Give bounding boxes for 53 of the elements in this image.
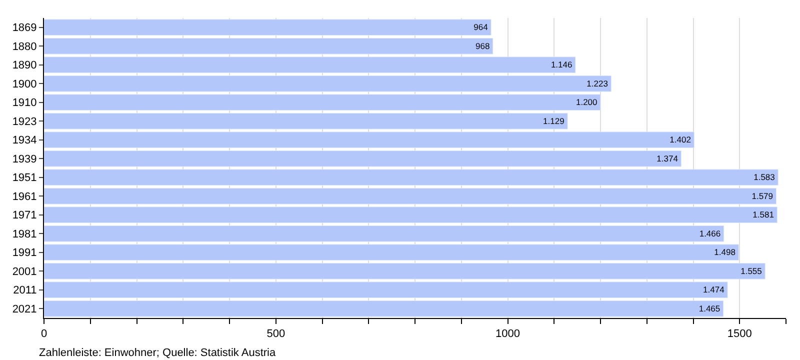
bar <box>44 56 576 74</box>
bar <box>44 75 612 92</box>
data-label: 1.466 <box>699 228 721 238</box>
data-label: 1.223 <box>586 78 608 88</box>
data-label: 1.498 <box>714 247 736 258</box>
y-tick-label: 1923 <box>12 116 37 128</box>
bar <box>44 169 778 186</box>
bar <box>44 150 682 167</box>
data-label: 1.474 <box>703 284 725 295</box>
data-label: 1.581 <box>752 210 774 220</box>
bar <box>44 94 601 111</box>
bar <box>44 38 494 54</box>
y-tick-label: 1951 <box>12 172 37 184</box>
y-tick-label: 1991 <box>12 247 37 260</box>
bar <box>44 112 568 130</box>
y-tick-label: 2001 <box>12 266 37 278</box>
y-tick-label: 1890 <box>12 60 37 72</box>
y-tick-label: 1961 <box>12 190 37 203</box>
y-tick-label: 1869 <box>12 22 37 34</box>
bar <box>44 188 777 204</box>
bar <box>44 282 728 298</box>
y-tick-label: 2011 <box>13 284 37 297</box>
data-label: 1.200 <box>576 97 598 108</box>
bar <box>44 244 739 261</box>
data-label: 1.129 <box>543 116 565 126</box>
x-tick-label: 0 <box>40 328 48 340</box>
data-label: 1.402 <box>670 134 692 145</box>
bar <box>44 225 724 242</box>
bar <box>44 19 492 36</box>
text: Zahlenleiste: Einwohner; Quelle: Statistik Austria <box>39 347 276 359</box>
y-tick-label: 1880 <box>12 40 37 53</box>
data-label: 1.465 <box>698 303 720 314</box>
x-tick-label: 500 <box>266 328 286 340</box>
bar <box>44 206 778 224</box>
y-tick-label: 1939 <box>12 153 37 166</box>
data-label: 968 <box>475 40 490 51</box>
y-tick-label: 1910 <box>12 97 37 110</box>
bar <box>44 132 694 148</box>
y-tick-label: 1971 <box>12 210 37 222</box>
data-label: 1.555 <box>740 266 762 276</box>
data-label: 1.579 <box>752 190 774 201</box>
bar <box>44 300 724 317</box>
y-tick-label: 2021 <box>12 303 37 316</box>
y-tick-label: 1934 <box>12 134 37 147</box>
x-tick-label: 1000 <box>496 328 520 340</box>
data-label: 1.583 <box>754 172 776 182</box>
x-tick-label: 1500 <box>727 328 752 340</box>
bar <box>44 262 766 280</box>
y-tick-label: 1900 <box>12 78 37 90</box>
y-tick-label: 1981 <box>12 228 37 240</box>
data-label: 1.146 <box>550 60 572 70</box>
data-label: 964 <box>474 22 488 32</box>
data-label: 1.374 <box>656 153 678 164</box>
